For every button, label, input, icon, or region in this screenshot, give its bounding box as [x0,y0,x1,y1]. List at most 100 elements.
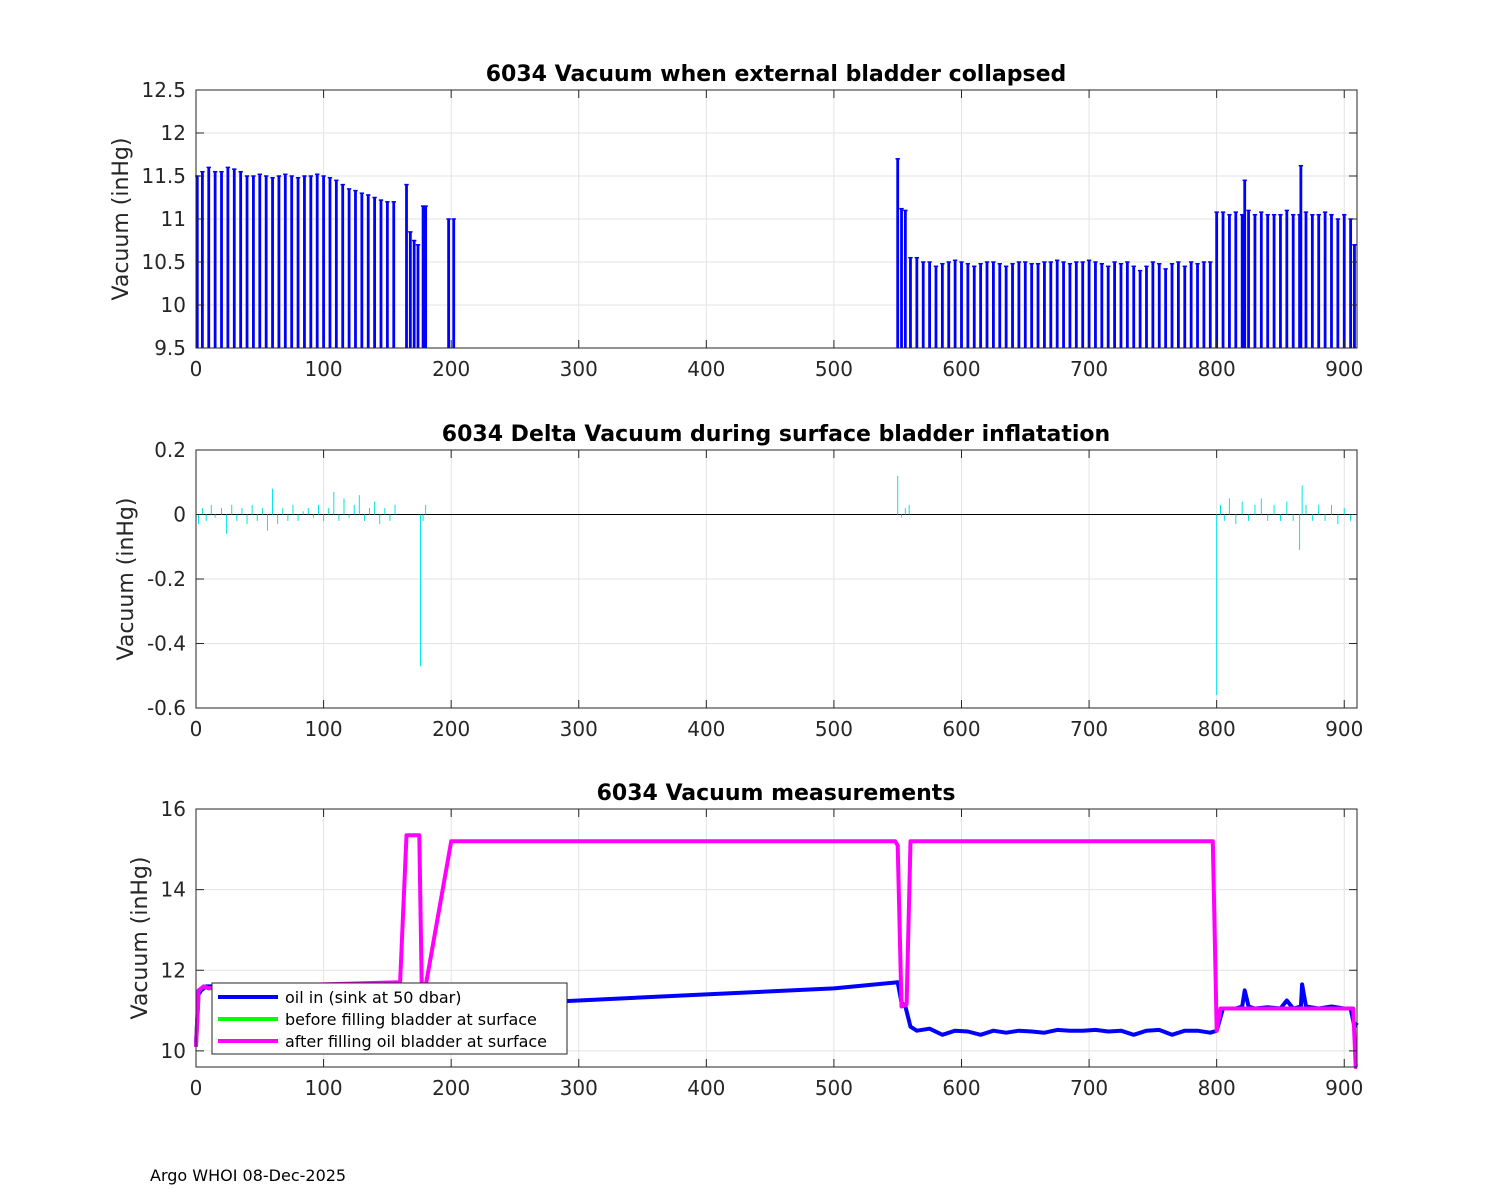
x-tick-label: 300 [560,357,598,381]
x-tick-label: 0 [190,357,203,381]
bar [315,174,319,348]
bar [1176,262,1180,348]
bar [424,206,428,348]
y-tick-label: 14 [161,878,186,902]
x-tick-label: 0 [190,1076,203,1100]
bar [354,190,357,348]
bar [1055,260,1059,348]
bar [200,171,204,348]
bar [412,240,416,348]
bar [452,219,456,348]
panel-3-axes-box [195,808,1358,1068]
legend-label-3: after filling oil bladder at surface [285,1032,547,1051]
bar [1145,266,1148,348]
x-tick-label: 500 [815,717,853,741]
bar [322,176,325,348]
bar [373,197,377,348]
bar [366,194,370,348]
bar [1336,219,1340,348]
bar [290,176,294,348]
bar [360,193,364,348]
panel-1-title: 6034 Vacuum when external bladder collap… [486,62,1067,87]
bar [1240,214,1244,348]
bar [1208,262,1212,348]
bar [1119,263,1123,348]
bar [213,171,217,348]
panel-3: 0 100 200 300 400 500 600 700 800 900 10 12 14 16 603… [128,781,1363,1100]
y-tick-label: 10.5 [141,250,186,274]
bar [1349,219,1353,348]
bar [1081,262,1085,348]
bar [903,210,907,348]
bar [979,263,983,348]
bar [1036,263,1040,348]
x-tick-label: 900 [1325,1076,1363,1100]
x-tick-label: 100 [304,717,342,741]
y-tick-label: -0.4 [147,632,186,656]
panel-1-grid [195,89,1357,349]
x-tick-label: 500 [815,1076,853,1100]
bar [1304,212,1308,348]
bar [283,174,287,348]
bar [392,201,396,348]
y-tick-label: -0.6 [147,696,186,720]
x-tick-label: 800 [1198,357,1236,381]
legend-label-2: before filling bladder at surface [285,1010,537,1029]
footer-text: Argo WHOI 08-Dec-2025 [150,1166,347,1185]
bar [1113,262,1116,348]
x-tick-label: 900 [1325,357,1363,381]
x-tick-label: 200 [432,1076,470,1100]
bar [1068,263,1072,348]
bar [1189,262,1193,348]
bar [934,266,938,348]
bar [1094,262,1097,348]
y-tick-label: 16 [161,797,186,821]
y-tick-label: 11.5 [141,164,186,188]
bar [1100,263,1104,348]
panel-2: 0 100 200 300 400 500 600 700 800 900 -0.6 -0.4 -0.2… [114,422,1363,741]
x-tick-label: 300 [560,717,598,741]
panel-1: 0 100 200 300 400 500 600 700 800 900 9.5 10 10.5 11 1… [109,62,1363,381]
y-tick-label: 9.5 [154,336,186,360]
bar [896,158,900,348]
bar [1353,244,1356,348]
bar [258,174,262,348]
panel-2-grid [195,449,1357,709]
bar [1202,262,1206,348]
x-tick-label: 600 [942,717,980,741]
bar [1299,165,1303,348]
bar [972,266,976,348]
bar [1011,263,1014,348]
bar [960,262,963,348]
panel-2-title: 6034 Delta Vacuum during surface bladder… [442,422,1110,447]
bar [985,262,989,348]
x-tick-label: 700 [1070,357,1108,381]
bar [953,260,957,348]
bar [1087,260,1091,348]
y-tick-label: 11 [161,207,186,231]
bar [1151,262,1155,348]
bar [1074,262,1078,348]
y-tick-label: 12.5 [141,78,186,102]
bar [1125,262,1129,348]
x-tick-label: 700 [1070,1076,1108,1100]
bar [220,171,223,348]
y-tick-label: 0 [173,503,186,527]
panel-1-ylabel: Vacuum (inHg) [109,138,134,301]
y-tick-label: 12 [161,958,186,982]
bar [264,176,268,348]
x-tick-label: 900 [1325,717,1363,741]
bar [416,244,420,348]
x-tick-label: 200 [432,717,470,741]
bar [341,184,345,348]
bar [296,177,300,348]
bar [1106,266,1110,348]
bar [1228,214,1231,348]
bar [991,262,995,348]
bar [1138,270,1142,348]
y-tick-label: 10 [161,1039,186,1063]
bar [252,176,255,348]
panel-3-ylabel: Vacuum (inHg) [128,857,153,1020]
bar [1291,214,1295,348]
